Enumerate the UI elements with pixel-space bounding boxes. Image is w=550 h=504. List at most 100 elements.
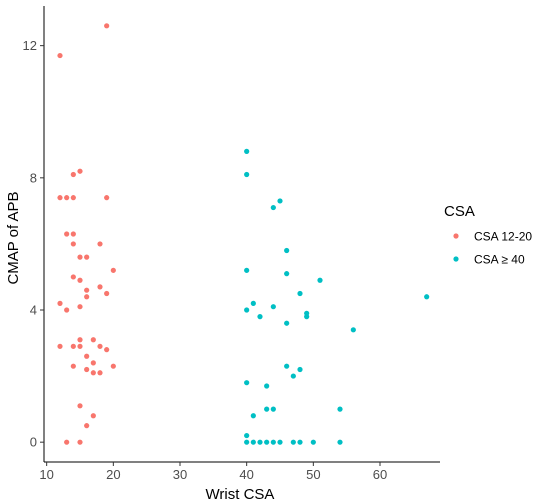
plot-area [57, 23, 430, 445]
data-point [97, 284, 103, 290]
x-tick-label: 30 [173, 467, 187, 482]
data-point [244, 380, 250, 386]
data-point [284, 363, 290, 369]
data-point [297, 290, 303, 297]
data-point [64, 231, 70, 237]
data-point [84, 423, 90, 429]
data-point [57, 52, 63, 59]
data-point [97, 343, 103, 349]
data-point [270, 406, 276, 412]
x-axis-title: Wrist CSA [206, 486, 275, 503]
data-point [70, 171, 76, 178]
data-point [244, 171, 250, 178]
x-tick-label: 40 [239, 467, 253, 482]
legend-label: CSA ≥ 40 [474, 252, 525, 266]
data-point [77, 337, 83, 343]
legend: CSA CSA 12-20 CSA ≥ 40 [444, 203, 532, 266]
data-point [84, 254, 90, 260]
data-point [244, 439, 250, 445]
y-axis-title: CMAP of APB [5, 191, 22, 284]
data-point [250, 300, 256, 306]
data-point [277, 198, 283, 204]
data-point [244, 432, 250, 439]
data-point [57, 300, 63, 306]
data-point [244, 267, 250, 273]
data-point [97, 370, 103, 376]
data-point [350, 327, 356, 333]
data-point [250, 439, 256, 445]
y-tick-label: 8 [30, 170, 37, 185]
data-point [257, 314, 263, 320]
data-point [244, 148, 250, 154]
data-point [70, 274, 76, 280]
data-point [90, 370, 96, 376]
data-point [270, 304, 276, 310]
data-point [264, 383, 270, 389]
data-point [84, 366, 90, 373]
legend-key [453, 233, 459, 239]
data-point [57, 195, 63, 201]
data-point [90, 337, 96, 343]
data-point [70, 363, 76, 369]
x-tick-label: 10 [39, 467, 53, 482]
data-point [70, 241, 76, 247]
data-point [264, 406, 270, 412]
data-point [317, 277, 323, 283]
data-point [77, 277, 83, 283]
data-point [84, 294, 90, 300]
axes: 10 20 30 40 50 60 0 4 8 12 [23, 6, 440, 482]
data-point [104, 347, 110, 353]
data-point [290, 373, 296, 379]
data-point [277, 439, 283, 445]
data-point [284, 271, 290, 277]
data-point [337, 406, 343, 412]
data-point [104, 290, 110, 297]
data-point [70, 343, 76, 349]
y-tick-label: 12 [23, 38, 37, 53]
legend-label: CSA 12-20 [474, 229, 532, 243]
data-point [284, 320, 290, 326]
data-point [264, 439, 270, 445]
x-tick-label: 50 [306, 467, 320, 482]
data-point [70, 231, 76, 237]
data-point [270, 439, 276, 445]
data-point [424, 294, 430, 300]
data-point [57, 343, 63, 349]
legend-title: CSA [444, 203, 475, 220]
data-point [250, 413, 256, 419]
data-point [84, 287, 90, 293]
x-tick-label: 60 [373, 467, 387, 482]
data-point [257, 439, 263, 445]
legend-items: CSA 12-20 CSA ≥ 40 [453, 229, 532, 266]
data-point [64, 307, 70, 313]
data-point [110, 363, 116, 369]
data-point [77, 439, 83, 445]
data-point [297, 439, 303, 445]
data-point [104, 195, 110, 201]
data-point [110, 267, 116, 273]
data-point [77, 343, 83, 349]
data-point [64, 439, 70, 445]
y-tick-label: 4 [30, 303, 37, 318]
data-point [90, 360, 96, 366]
data-point [304, 314, 310, 320]
data-point [64, 195, 70, 201]
data-point [77, 254, 83, 260]
legend-key [453, 256, 459, 262]
data-point [77, 403, 83, 409]
data-point [284, 247, 290, 254]
data-point [84, 353, 90, 359]
data-point [297, 366, 303, 373]
data-point [270, 204, 276, 211]
data-point [290, 439, 296, 445]
data-point [97, 241, 103, 247]
x-tick-label: 20 [106, 467, 120, 482]
data-point [77, 168, 83, 174]
data-point [77, 304, 83, 310]
data-point [70, 195, 76, 201]
y-tick-label: 0 [30, 435, 37, 450]
data-point [244, 307, 250, 313]
data-point [104, 23, 110, 29]
data-point [337, 439, 343, 445]
